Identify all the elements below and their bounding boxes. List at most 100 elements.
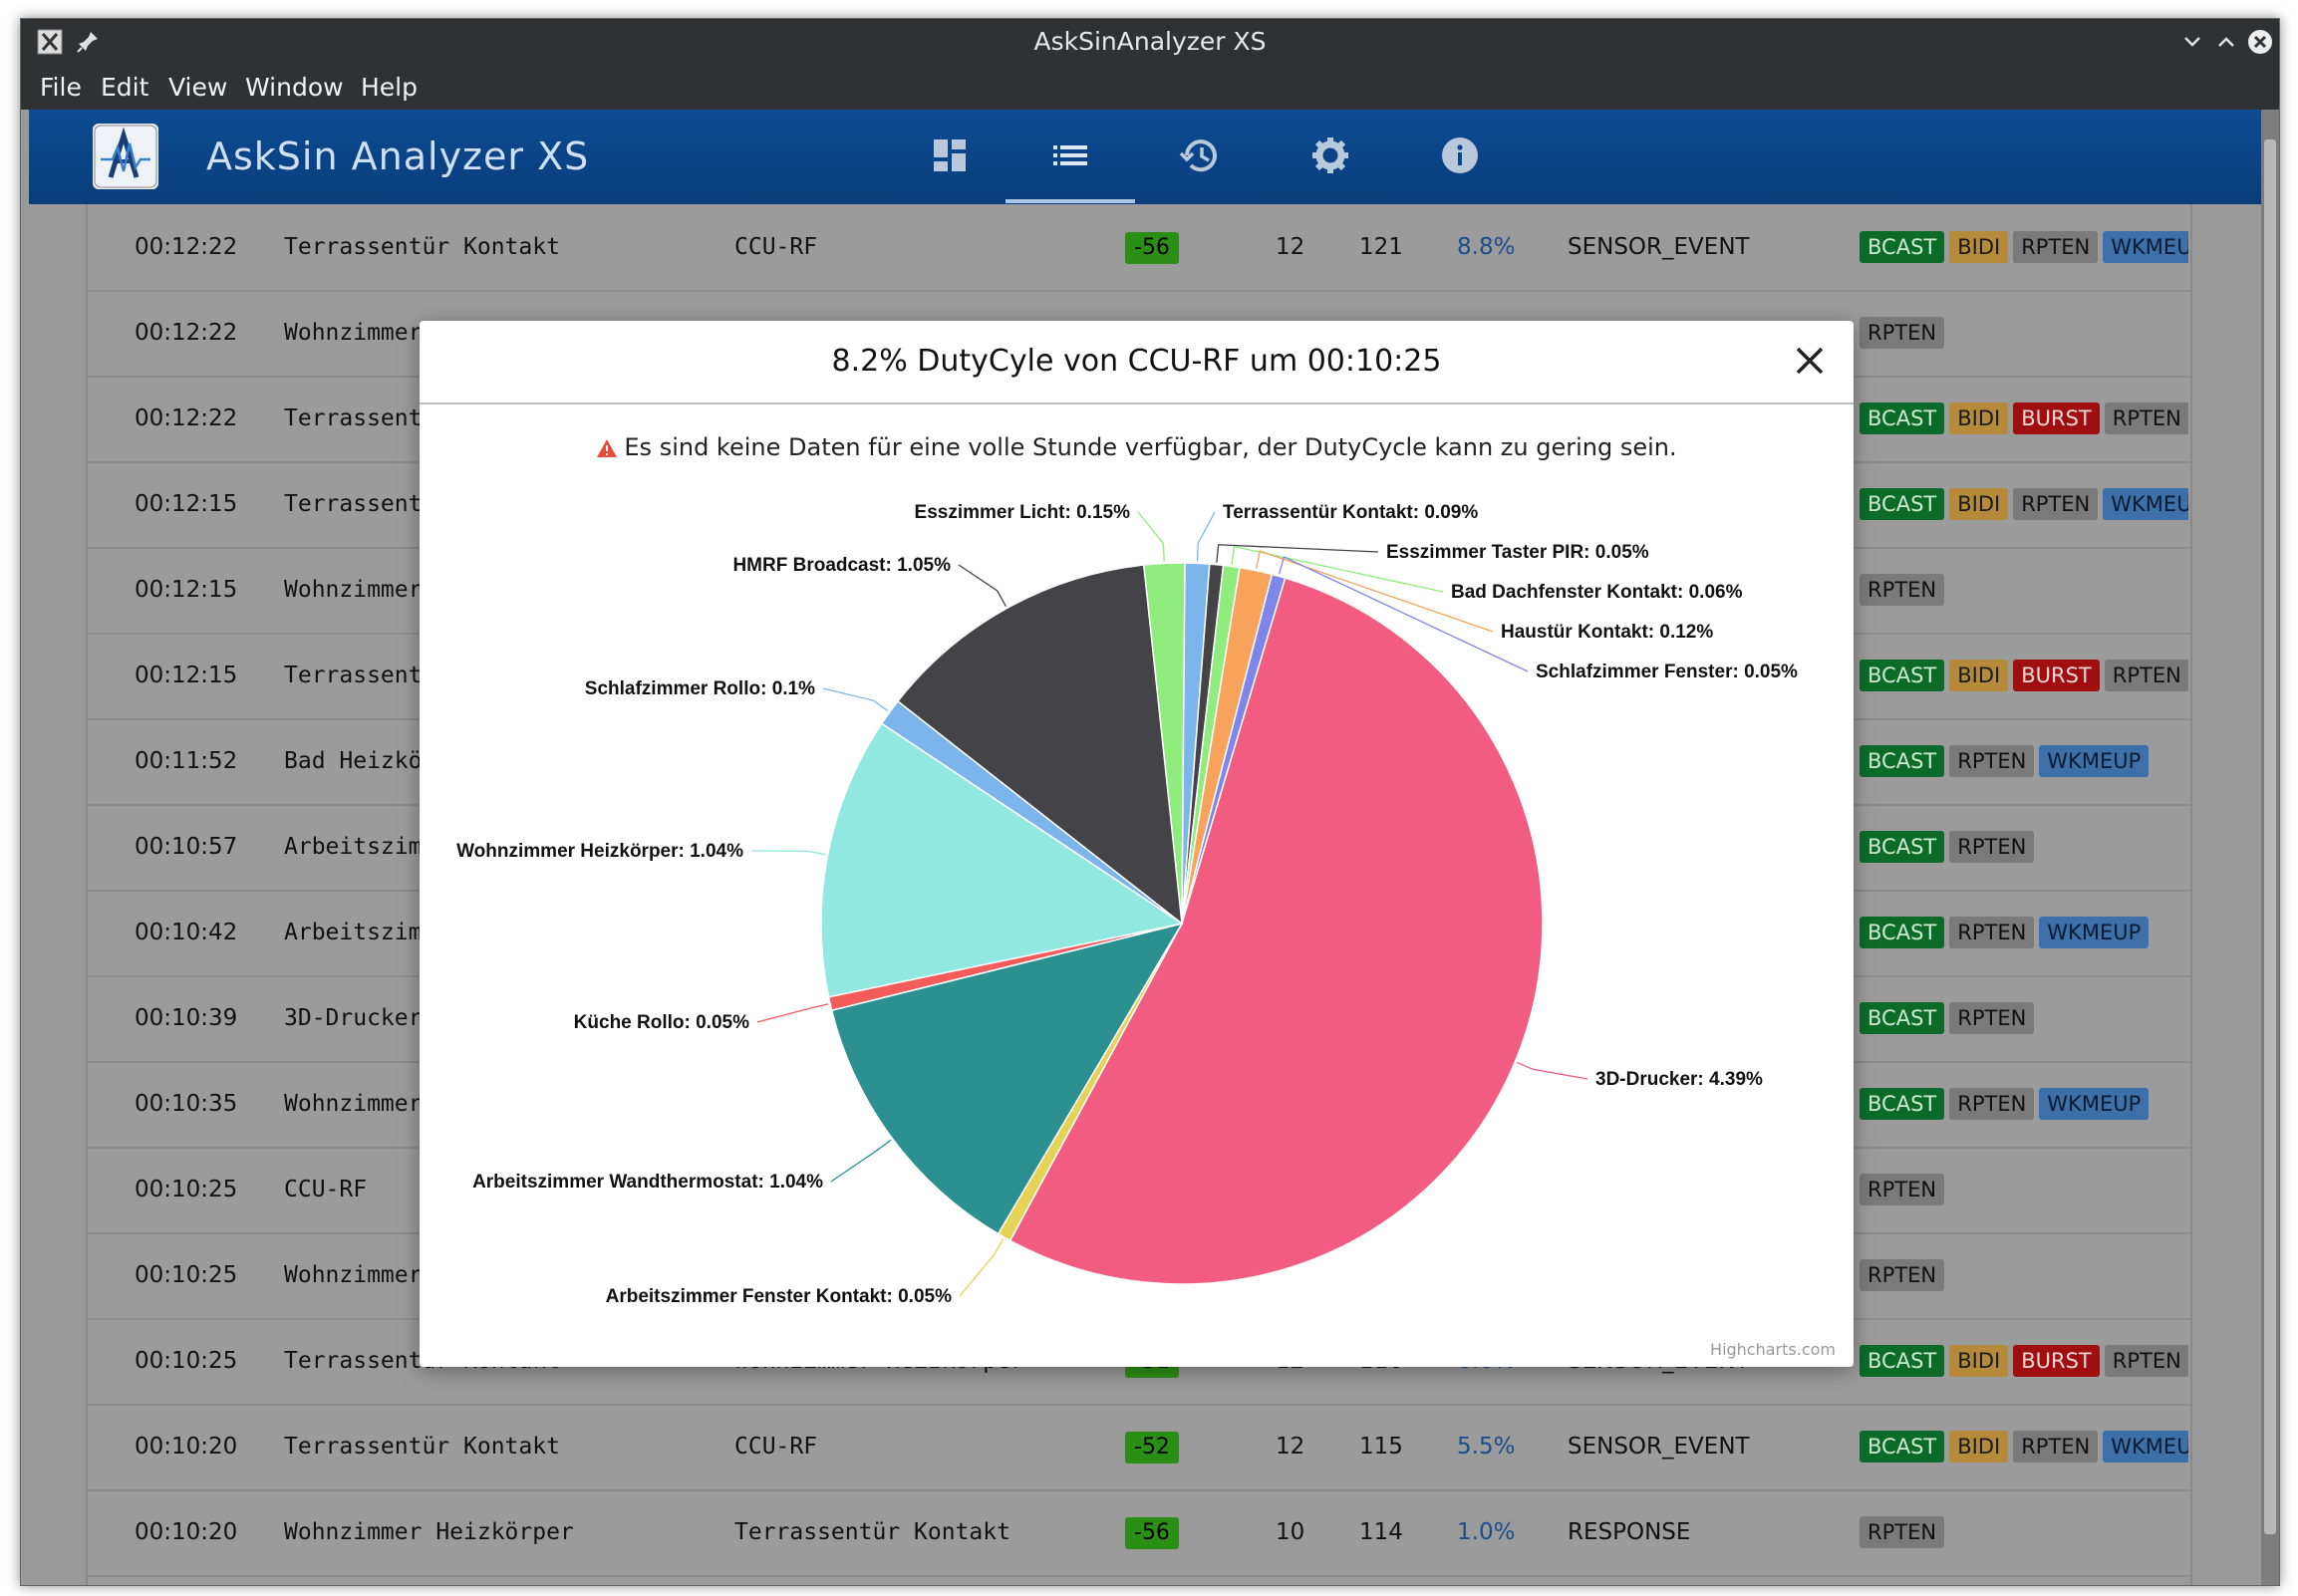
flags-cell: BCAST BIDI BURST RPTEN <box>1860 633 2188 718</box>
dashboard-icon[interactable] <box>922 128 978 183</box>
table-row[interactable]: 00:10:20 Wohnzimmer Heizkörper Terrassentü… <box>88 1489 2190 1577</box>
label-connector <box>959 1238 1005 1297</box>
menu-window[interactable]: Window <box>245 73 344 102</box>
dutycycle-cell[interactable]: 8.8% <box>1457 234 1516 260</box>
menu-help[interactable]: Help <box>361 73 418 102</box>
slice-label: Esszimmer Taster PIR: 0.05% <box>1386 542 1649 563</box>
menu-view[interactable]: View <box>168 73 228 102</box>
table-row[interactable]: 00:10:20 Terrassentür Kontakt CCU-RF -52 12 1… <box>88 1404 2190 1491</box>
flags-cell: BCASTBIDIRPTENWKMEUP <box>1860 1404 2188 1489</box>
type-cell: RESPONSE <box>1568 1519 1691 1545</box>
flag-badge: RPTEN <box>1949 917 2035 948</box>
menu-edit[interactable]: Edit <box>101 73 149 102</box>
counter-cell: 115 <box>1359 1434 1403 1460</box>
to-cell: Terrassentür Kontakt <box>734 1519 1010 1545</box>
flag-badge: BCAST <box>1860 1345 1945 1377</box>
time-cell: 00:10:20 <box>135 1519 238 1545</box>
flags-cell: RPTEN <box>1860 1147 2188 1232</box>
flag-badge: BIDI <box>1949 1431 2009 1463</box>
close-icon[interactable] <box>1792 343 1828 379</box>
counter-cell: 114 <box>1359 1519 1403 1545</box>
scrollbar[interactable] <box>2261 110 2279 1585</box>
table-row[interactable]: 00:10:42 Arbeitszimm BCAST RPTEN WKMEUP <box>88 890 2190 977</box>
flags-cell: BCASTBIDIRPTENWKMEUP <box>1860 204 2188 290</box>
maximize-chevron-icon[interactable] <box>2213 29 2239 55</box>
label-connector <box>822 687 889 712</box>
slice-label: 3D-Drucker: 4.39% <box>1595 1069 1763 1090</box>
flag-badge: RPTEN <box>1949 831 2035 863</box>
flag-badge: WKMEUP <box>2103 1431 2188 1463</box>
flag-badge: BCAST <box>1860 231 1945 263</box>
time-cell: 00:10:57 <box>135 834 238 860</box>
scrollbar-thumb[interactable] <box>2264 139 2276 1534</box>
menu-file[interactable]: File <box>40 73 82 102</box>
flag-badge: RPTEN <box>2013 1431 2099 1463</box>
rssi-badge: -52 <box>1125 1432 1179 1463</box>
label-connector <box>1256 550 1494 633</box>
flags-cell: BCAST BIDI BURST RPTEN <box>1860 376 2188 461</box>
flag-badge: BURST <box>2013 402 2100 434</box>
pie-slice[interactable] <box>896 564 1183 926</box>
rssi-badge: -56 <box>1125 1517 1179 1549</box>
settings-icon[interactable] <box>1302 128 1358 183</box>
warning-message: Es sind keine Daten für eine volle Stund… <box>420 432 1854 462</box>
list-icon[interactable] <box>1042 128 1098 183</box>
close-window-icon[interactable] <box>2247 29 2273 55</box>
label-connector <box>756 1003 829 1023</box>
pie-slice[interactable] <box>1008 577 1544 1285</box>
dutycycle-cell[interactable]: 5.5% <box>1457 1434 1516 1460</box>
flag-badge: RPTEN <box>1860 1516 1945 1548</box>
time-cell: 00:12:15 <box>135 663 238 688</box>
active-tab-indicator <box>1005 199 1135 203</box>
time-cell: 00:10:42 <box>135 920 238 945</box>
flag-badge: BCAST <box>1860 1431 1945 1463</box>
from-cell: 3D-Drucker <box>284 1005 423 1031</box>
pie-slice[interactable] <box>830 922 1184 1235</box>
dutycycle-cell[interactable]: 1.0% <box>1457 1519 1516 1545</box>
slice-label: Arbeitszimmer Wandthermostat: 1.04% <box>472 1172 823 1193</box>
flags-cell: BCAST RPTEN <box>1860 804 2188 890</box>
from-cell: Arbeitszimm <box>284 834 436 860</box>
minimize-chevron-icon[interactable] <box>2179 29 2205 55</box>
flag-badge: WKMEUP <box>2039 1088 2150 1120</box>
from-cell: Wohnzimmer Heizkörper <box>284 1519 574 1545</box>
chart-credit[interactable]: Highcharts.com <box>1710 1340 1836 1359</box>
label-connector <box>1216 544 1379 563</box>
history-icon[interactable] <box>1173 128 1229 183</box>
time-cell: 00:12:22 <box>135 405 238 431</box>
dutycycle-modal: 8.2% DutyCyle von CCU-RF um 00:10:25 Es … <box>420 321 1854 1367</box>
from-cell: Wohnzimmer <box>284 320 423 346</box>
time-cell: 00:12:15 <box>135 491 238 517</box>
counter-cell: 121 <box>1359 234 1403 260</box>
time-cell: 00:10:35 <box>135 1091 238 1117</box>
table-row[interactable]: 00:12:22 Terrassentür Kontakt CCU-RF -56 12 1… <box>88 204 2190 292</box>
info-icon[interactable] <box>1432 128 1488 183</box>
from-cell: Wohnzimmer <box>284 1091 423 1117</box>
time-cell: 00:10:25 <box>135 1348 238 1374</box>
to-cell: CCU-RF <box>734 234 818 260</box>
from-cell: Terrassentür Kontakt <box>284 1434 560 1460</box>
flag-badge: RPTEN <box>2013 231 2099 263</box>
flags-cell: RPTEN <box>1860 1489 2188 1575</box>
time-cell: 00:10:25 <box>135 1177 238 1202</box>
app-x-icon <box>37 29 63 55</box>
table-row[interactable]: 00:11:52 Bad Heizkör BCAST RPTEN WKMEUP <box>88 718 2190 806</box>
from-cell: Wohnzimmer <box>284 577 423 603</box>
flag-badge: BIDI <box>1949 402 2009 434</box>
pin-icon[interactable] <box>75 29 101 55</box>
length-cell: 12 <box>1276 234 1305 260</box>
modal-title: 8.2% DutyCyle von CCU-RF um 00:10:25 <box>420 321 1854 404</box>
flags-cell: BCAST RPTEN WKMEUP <box>1860 890 2188 975</box>
from-cell: CCU-RF <box>284 1177 368 1202</box>
flag-badge: WKMEUP <box>2103 488 2188 520</box>
pie-slice[interactable] <box>820 722 1184 998</box>
flag-badge: BIDI <box>1949 660 2009 691</box>
table-row[interactable]: 00:10:35 Wohnzimmer BCAST RPTEN WKMEUP <box>88 1061 2190 1149</box>
label-connector <box>1196 511 1216 562</box>
app-logo-icon <box>93 124 158 189</box>
time-cell: 00:12:22 <box>135 234 238 260</box>
time-cell: 00:12:15 <box>135 577 238 603</box>
flag-badge: RPTEN <box>1949 1088 2035 1120</box>
length-cell: 10 <box>1276 1519 1305 1545</box>
from-cell: Bad Heizkör <box>284 748 436 774</box>
